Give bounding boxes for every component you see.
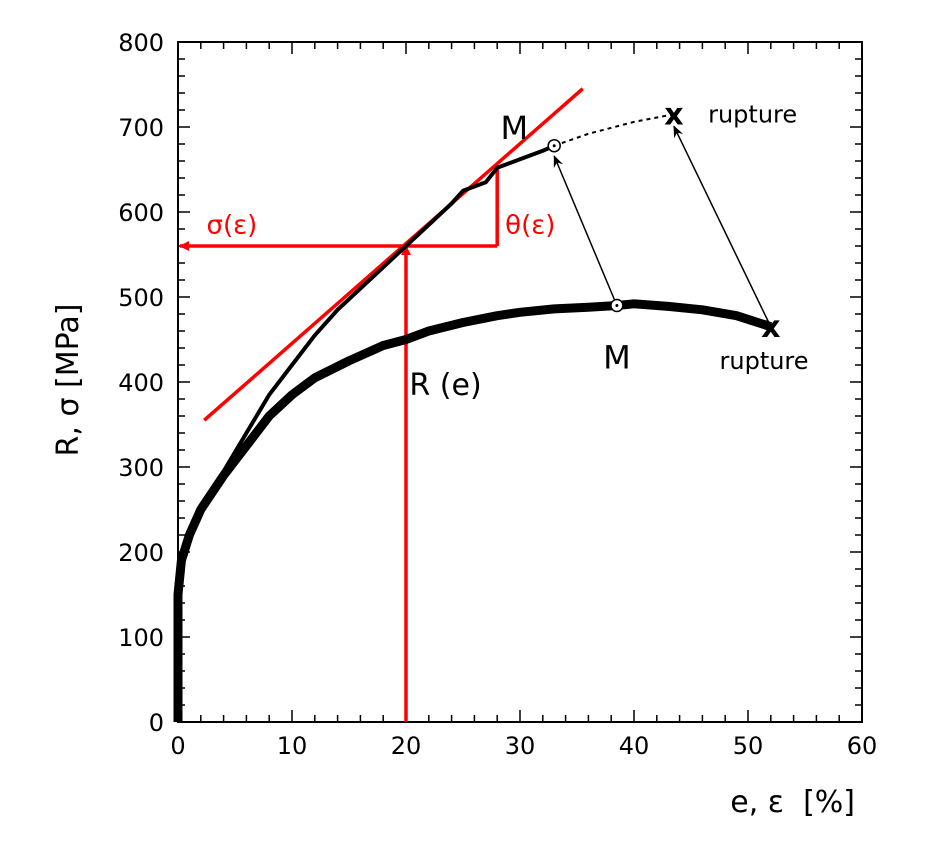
x-tick-label: 30 bbox=[505, 732, 536, 760]
x-tick-label: 10 bbox=[277, 732, 308, 760]
x-tick-label: 20 bbox=[391, 732, 422, 760]
rupture-x-marker: x bbox=[761, 310, 780, 345]
marker-label-M: M bbox=[500, 109, 528, 147]
theta-label: θ(ε) bbox=[505, 210, 555, 240]
sigma-label: σ(ε) bbox=[207, 210, 258, 240]
max-point-dot bbox=[552, 144, 556, 148]
x-tick-label: 60 bbox=[847, 732, 878, 760]
marker-label-M: M bbox=[603, 339, 631, 377]
transform-arrow bbox=[673, 125, 772, 328]
max-point-dot bbox=[615, 304, 619, 307]
series-line-1 bbox=[179, 143, 556, 562]
R-label: R (e) bbox=[409, 368, 481, 403]
series-line-2 bbox=[553, 113, 675, 147]
y-tick-label: 100 bbox=[118, 624, 164, 652]
transform-arrow bbox=[553, 155, 618, 306]
rupture-x-marker: x bbox=[664, 97, 683, 132]
y-tick-label: 200 bbox=[118, 539, 164, 567]
series-line-0 bbox=[173, 299, 773, 722]
y-tick-label: 400 bbox=[118, 369, 164, 397]
marker-label-rupture: rupture bbox=[708, 100, 797, 128]
y-tick-label: 700 bbox=[118, 114, 164, 142]
y-tick-label: 0 bbox=[149, 709, 164, 737]
x-tick-label: 40 bbox=[619, 732, 650, 760]
x-axis-label: e, ε [%] bbox=[730, 785, 855, 820]
tangent-line bbox=[203, 87, 584, 422]
y-tick-label: 300 bbox=[118, 454, 164, 482]
x-tick-label: 0 bbox=[170, 732, 185, 760]
y-axis-label: R, σ [MPa] bbox=[51, 304, 86, 457]
marker-label-rupture: rupture bbox=[720, 347, 809, 375]
y-tick-label: 500 bbox=[118, 284, 164, 312]
y-tick-label: 600 bbox=[118, 199, 164, 227]
x-tick-label: 50 bbox=[733, 732, 764, 760]
y-tick-label: 800 bbox=[118, 29, 164, 57]
